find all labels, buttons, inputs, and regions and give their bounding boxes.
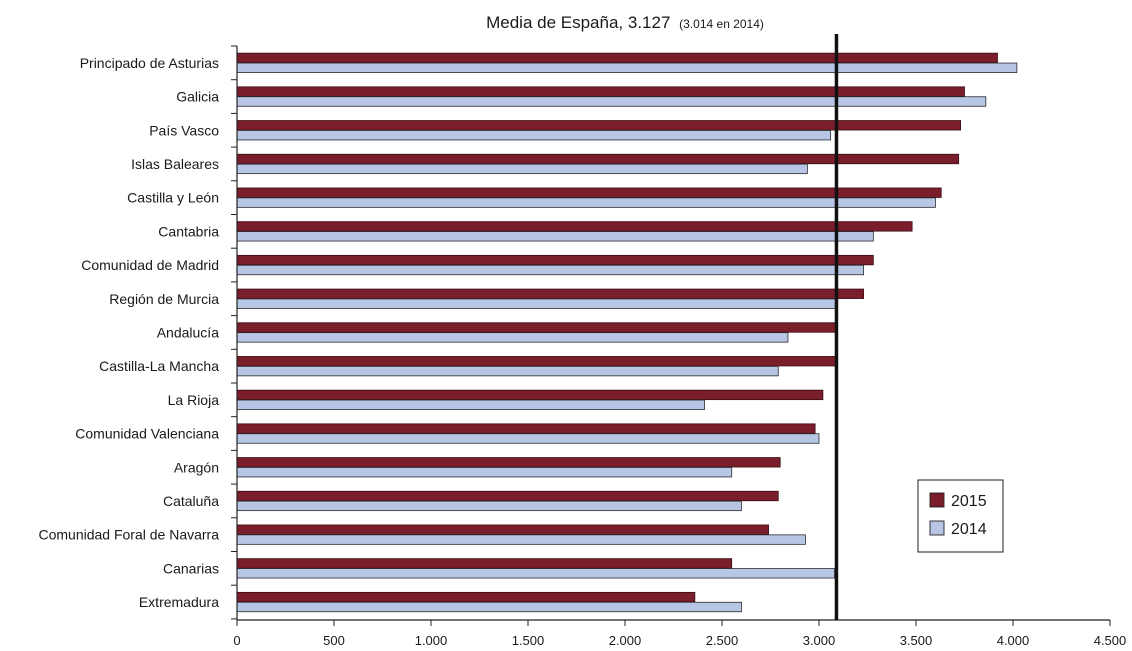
- bar-2014-principado-de-asturias: [236, 62, 1018, 73]
- bar-2014-galicia: [236, 96, 987, 107]
- bar-2015-comunidad-de-madrid: [236, 254, 874, 266]
- bar-2014-region-de-murcia: [236, 298, 837, 309]
- category-label: Andalucía: [157, 324, 219, 340]
- bar-2014-cataluna: [236, 500, 742, 512]
- category-label: Región de Murcia: [109, 291, 219, 307]
- bar-2014-pais-vasco: [236, 130, 832, 141]
- category-label: Castilla-La Mancha: [99, 358, 219, 374]
- bar-2015-comunidad-valenciana: [236, 423, 816, 434]
- x-tick-label: 0: [233, 633, 240, 648]
- chart-title-main: Media de España, 3.127: [486, 13, 670, 32]
- bar-2014-comunidad-valenciana: [236, 433, 820, 444]
- bar-2014-comunidad-foral-de-navarra: [236, 534, 806, 545]
- bar-2014-la-rioja: [236, 399, 705, 410]
- bar-2014-cantabria: [236, 231, 874, 242]
- x-tick-label: 3.000: [803, 633, 836, 648]
- category-label: Comunidad Foral de Navarra: [38, 527, 219, 543]
- legend-swatch-2015: [929, 492, 945, 508]
- bar-2015-aragon: [236, 457, 781, 468]
- legend-label-2014: 2014: [951, 521, 987, 538]
- category-label: Aragón: [174, 459, 219, 475]
- legend-swatch-2014: [929, 520, 945, 536]
- category-label: Comunidad Valenciana: [75, 426, 219, 442]
- category-label: Cataluña: [163, 493, 219, 509]
- category-label: Islas Baleares: [131, 156, 219, 172]
- x-tick-label: 1.000: [415, 633, 448, 648]
- chart-title: Media de España, 3.127 (3.014 en 2014): [486, 13, 764, 32]
- x-axis-ticks: 0 500 1.000 1.500 2.000 2.500 3.000 3.500 4.000 4…: [233, 620, 1126, 648]
- x-tick-label: 500: [323, 633, 345, 648]
- category-label: Principado de Asturias: [80, 55, 219, 71]
- x-tick-label: 4.500: [1094, 633, 1127, 648]
- bar-2014-canarias: [236, 568, 835, 579]
- bar-2014-islas-baleares: [236, 163, 808, 175]
- bar-2015-region-de-murcia: [236, 288, 865, 299]
- bar-2015-la-rioja: [236, 389, 824, 401]
- bar-2015-castilla-la-mancha: [236, 356, 837, 367]
- category-label: Galicia: [176, 89, 219, 105]
- bar-2015-canarias: [236, 558, 733, 569]
- bar-2014-castilla-la-mancha: [236, 365, 779, 377]
- bar-2015-galicia: [236, 86, 965, 97]
- category-label: País Vasco: [149, 122, 219, 138]
- legend: 2015 2014: [917, 479, 1004, 553]
- category-label: La Rioja: [168, 392, 220, 408]
- bar-2015-islas-baleares: [236, 153, 960, 165]
- category-labels: Principado de Asturias Galicia País Vasco I…: [38, 55, 219, 610]
- bar-2014-comunidad-de-madrid: [236, 264, 865, 276]
- bars-layer: [236, 52, 1018, 613]
- category-label: Cantabria: [158, 223, 219, 239]
- x-tick-label: 2.000: [609, 633, 642, 648]
- axes: [231, 45, 1110, 621]
- bar-2015-andalucia: [236, 322, 837, 333]
- bar-2015-principado-de-asturias: [236, 52, 998, 64]
- bar-2015-cataluna: [236, 490, 779, 502]
- bar-2014-andalucia: [236, 332, 789, 343]
- bar-2014-castilla-y-leon: [236, 197, 936, 208]
- bar-2015-comunidad-foral-de-navarra: [236, 524, 769, 535]
- bar-2015-pais-vasco: [236, 120, 962, 131]
- bar-2015-extremadura: [236, 591, 696, 603]
- bar-2014-aragon: [236, 467, 733, 478]
- x-tick-label: 4.000: [997, 633, 1030, 648]
- category-label: Canarias: [163, 560, 219, 576]
- category-label: Extremadura: [139, 594, 219, 610]
- x-tick-label: 1.500: [512, 633, 545, 648]
- category-label: Comunidad de Madrid: [81, 257, 219, 273]
- legend-label-2015: 2015: [951, 493, 987, 510]
- x-tick-label: 2.500: [706, 633, 739, 648]
- bar-2014-extremadura: [236, 601, 742, 613]
- bar-2015-cantabria: [236, 221, 913, 232]
- category-label: Castilla y León: [127, 190, 219, 206]
- chart-title-sub: (3.014 en 2014): [679, 17, 764, 31]
- x-tick-label: 3.500: [900, 633, 933, 648]
- legend-box: [917, 479, 1004, 553]
